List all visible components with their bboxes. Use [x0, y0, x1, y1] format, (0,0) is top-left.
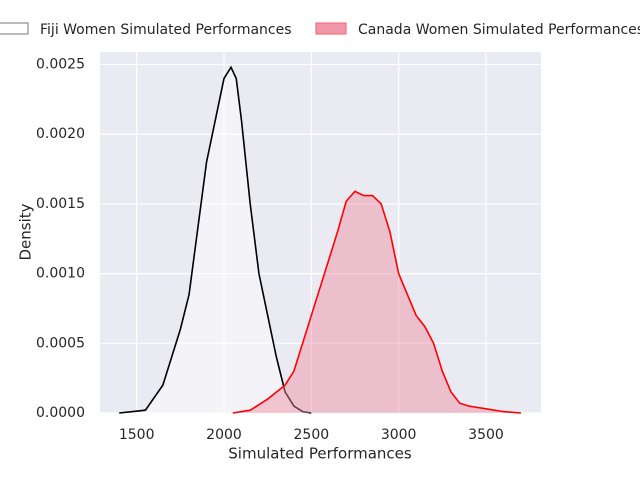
x-tick-label: 2500 — [294, 427, 330, 443]
legend-label: Canada Women Simulated Performances — [358, 22, 640, 38]
y-axis-label: Density — [17, 203, 35, 260]
x-axis-label: Simulated Performances — [228, 445, 412, 463]
legend-swatch — [315, 22, 347, 35]
y-tick-label: 0.0015 — [36, 196, 85, 212]
density-area — [232, 191, 521, 413]
x-tick-label: 3000 — [381, 427, 417, 443]
y-tick-label: 0.0025 — [36, 57, 85, 73]
y-tick-label: 0.0005 — [36, 335, 85, 351]
legend-label: Fiji Women Simulated Performances — [40, 22, 292, 38]
legend-swatch — [0, 22, 29, 35]
x-tick-label: 3500 — [468, 427, 504, 443]
y-tick-label: 0.0010 — [36, 266, 85, 282]
y-tick-label: 0.0020 — [36, 126, 85, 142]
density-line — [119, 65, 312, 414]
density-line — [232, 190, 521, 414]
x-tick-label: 2000 — [206, 427, 242, 443]
y-tick-label: 0.0000 — [36, 405, 85, 421]
density-area — [119, 67, 312, 414]
x-tick-label: 1500 — [119, 427, 155, 443]
